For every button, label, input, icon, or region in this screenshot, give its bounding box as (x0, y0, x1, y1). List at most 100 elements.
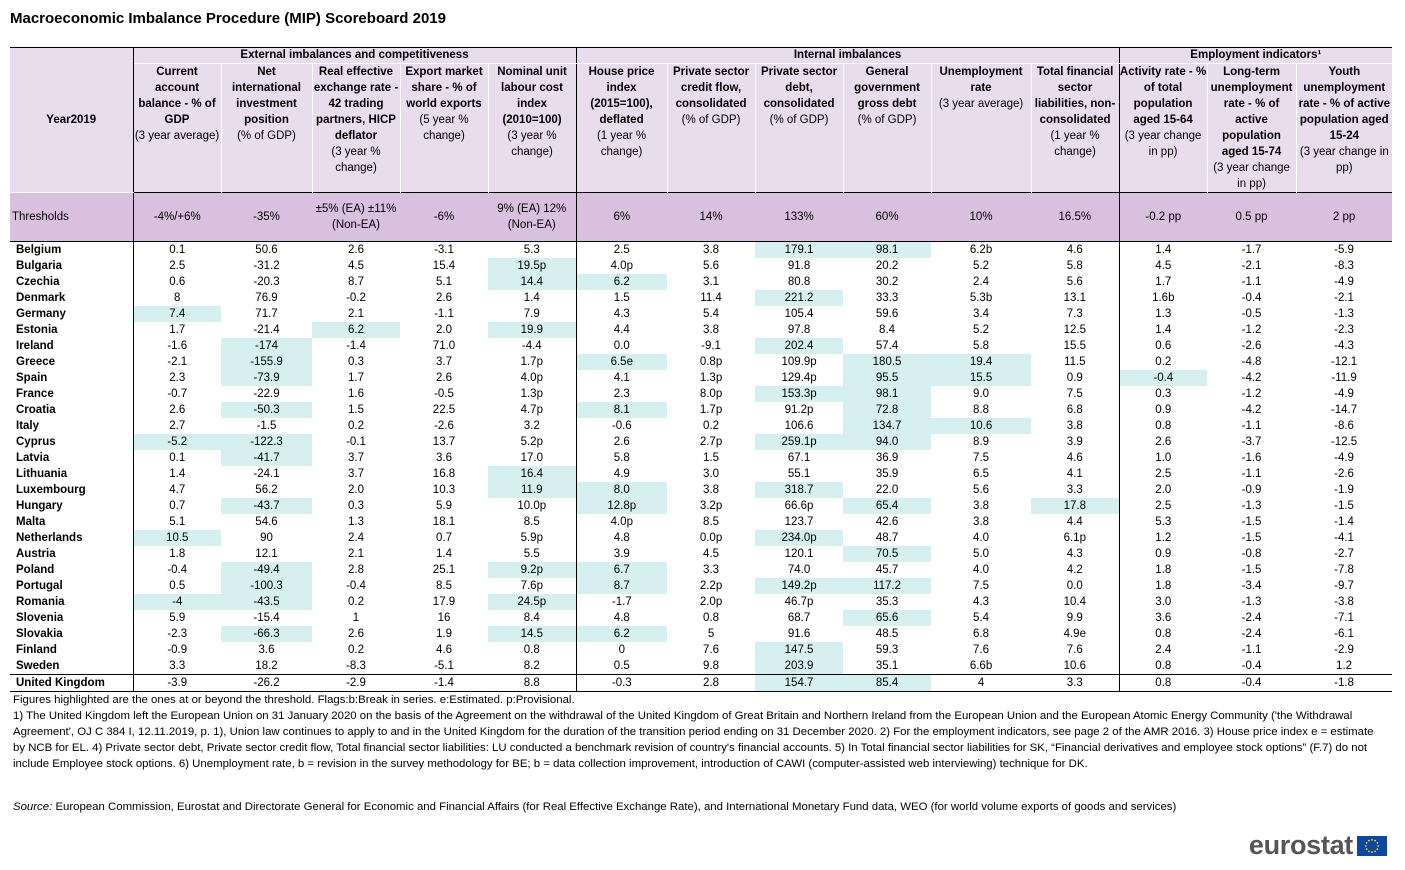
table-cell: -1.4 (400, 674, 488, 692)
table-cell: 59.6 (875, 308, 899, 320)
table-cell: 19.4 (931, 354, 1032, 370)
table-cell: 57.4 (875, 340, 899, 352)
table-cell: 2.5 (575, 241, 668, 258)
table-cell: -8.6 (1334, 420, 1354, 432)
table-cell: -0.5 (1241, 308, 1262, 320)
table-cell: 0.2 (1118, 354, 1208, 370)
table-cell: 5.8 (973, 340, 990, 352)
country-name: France (10, 386, 134, 402)
table-row: Hungary 0.7 -43.7 0.3 5.9 10.0p 12.8p 3.2p 66.6p… (10, 498, 1392, 514)
table-cell: 5.9p (520, 532, 543, 544)
column-header-11: Total financial sector liabilities, non-… (1030, 63, 1120, 193)
table-cell: 4.7p (520, 404, 543, 416)
table-cell: 5.9 (169, 612, 186, 624)
table-cell: -7.1 (1334, 612, 1354, 624)
table-cell: -9.1 (701, 340, 721, 352)
table-cell: -4.8 (1241, 356, 1262, 368)
country-name: Austria (10, 546, 134, 562)
table-row: United Kingdom -3.9 -26.2 -2.9 -1.4 8.8 -0.3 2.… (10, 674, 1393, 692)
table-cell: 1.7 (1118, 274, 1208, 290)
table-cell: -3.4 (1241, 580, 1262, 592)
country-name: Hungary (10, 498, 134, 514)
thresholds-row: Thresholds -4%/+6% -35% ±5% (EA) ±11% (Non-… (10, 192, 1393, 242)
eu-star (1365, 841, 1368, 844)
table-cell: 3.3 (1031, 674, 1120, 692)
table-cell: 9.2p (488, 562, 577, 578)
column-header-10: Unemployment rate (3 year average) (930, 63, 1032, 193)
group-external: External imbalances and competitiveness (132, 47, 577, 64)
table-cell: 3.6 (258, 644, 275, 656)
table-cell: -12.1 (1330, 356, 1358, 368)
country-name: Belgium (10, 241, 134, 258)
table-row: Germany 7.4 71.7 2.1 -1.1 7.9 4.3 5.4 105.4 59.6 3… (10, 306, 1392, 322)
column-header-unit: (5 year % change) (419, 114, 469, 142)
table-cell: -4.9 (1334, 388, 1354, 400)
table-cell: 30.2 (875, 276, 899, 288)
column-header-unit: (3 year % change) (331, 146, 381, 174)
table-cell: -43.5 (221, 594, 312, 610)
threshold-value: -4%/+6% (133, 192, 221, 242)
table-cell: 4.1 (575, 370, 668, 386)
table-cell: 4.0 (973, 532, 990, 544)
table-cell: -1.6 (167, 340, 188, 352)
table-cell: 234.0p (755, 530, 844, 546)
table-cell: 5.3 (1118, 514, 1208, 530)
table-cell: 25.1 (432, 564, 456, 576)
table-cell: 4.5 (348, 260, 364, 272)
table-cell: 2.6 (436, 292, 452, 304)
column-header-unit: (% of GDP) (237, 130, 296, 142)
table-cell: 12.8p (575, 498, 668, 514)
table-cell: 8.7 (575, 578, 668, 594)
column-header-2: Net international investment position (% … (220, 63, 312, 193)
table-cell: 1.8 (1118, 578, 1208, 594)
table-cell: 3.6 (436, 452, 452, 464)
table-cell: 0.8 (1118, 418, 1208, 434)
table-cell: 33.3 (875, 292, 899, 304)
table-cell: 3.1 (703, 276, 720, 288)
column-header-unit: (3 year average) (134, 130, 220, 142)
table-cell: -0.8 (1241, 548, 1262, 560)
table-cell: 2.6 (575, 434, 668, 450)
table-cell: 10.4 (1063, 596, 1086, 608)
table-cell: -12.5 (1330, 436, 1358, 448)
threshold-value: 133% (755, 192, 844, 242)
table-cell: 4.6 (1066, 452, 1083, 464)
table-cell: 123.7 (784, 516, 814, 528)
country-name: Poland (10, 562, 134, 578)
table-cell: 120.1 (784, 548, 814, 560)
table-cell: -1.3 (1334, 308, 1354, 320)
table-cell: -2.9 (1334, 644, 1354, 656)
table-cell: -4.9 (1334, 452, 1354, 464)
table-cell: 180.5 (843, 354, 932, 370)
table-row: Sweden 3.3 18.2 -8.3 -5.1 8.2 0.5 9.8 203.9 35.1 6… (10, 658, 1392, 675)
table-cell: 17.8 (1031, 498, 1120, 514)
table-cell: 65.4 (843, 498, 932, 514)
table-cell: 3.4 (973, 308, 990, 320)
eu-star (1364, 844, 1367, 847)
table-cell: 2.0 (348, 484, 364, 496)
table-cell: -155.9 (221, 354, 312, 370)
table-cell: 5.6 (1066, 276, 1083, 288)
column-header-title: Current account balance - % of GDP (138, 66, 216, 126)
table-cell: 4 (931, 674, 1032, 692)
table-cell: 1.6 (348, 388, 364, 400)
table-cell: 7.3 (1066, 308, 1083, 320)
table-cell: -100.3 (221, 578, 312, 594)
table-cell: 0.6 (169, 276, 186, 288)
country-name: Netherlands (10, 530, 134, 546)
column-header-unit: (% of GDP) (681, 114, 741, 126)
table-cell: 117.2 (843, 578, 932, 594)
table-cell: 17.9 (432, 596, 456, 608)
table-cell: 12.1 (255, 548, 278, 560)
table-cell: 80.8 (787, 276, 811, 288)
table-cell: 1.3p (699, 372, 723, 384)
table-cell: 1.4 (1118, 322, 1208, 338)
table-cell: 2.8 (348, 564, 364, 576)
page-title: Macroeconomic Imbalance Procedure (MIP) … (10, 10, 446, 27)
table-cell: 1 (352, 612, 360, 624)
eu-star (1368, 839, 1370, 842)
country-name: Germany (10, 306, 134, 322)
eu-star (1374, 849, 1376, 852)
threshold-value: 2 pp (1296, 192, 1393, 242)
table-cell: 7.6 (973, 644, 990, 656)
